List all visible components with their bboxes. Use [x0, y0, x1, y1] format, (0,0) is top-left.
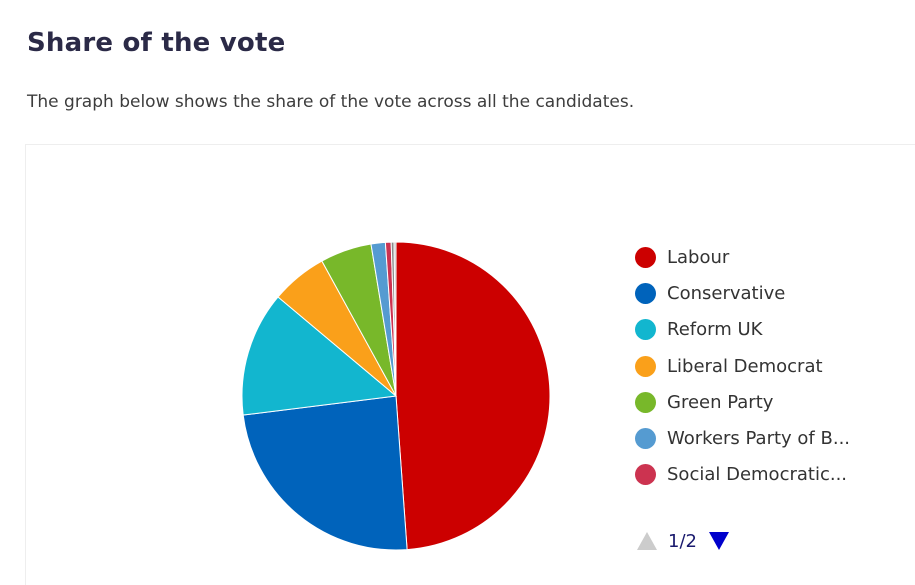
pie-chart — [241, 241, 551, 551]
legend-label: Reform UK — [667, 319, 763, 341]
legend-item[interactable]: Social Democratic... — [635, 457, 915, 493]
legend-swatch — [635, 246, 656, 268]
legend-item[interactable]: Reform UK — [635, 312, 915, 348]
legend-swatch — [635, 428, 656, 450]
legend-swatch — [635, 319, 656, 341]
chart-legend: Labour Conservative Reform UK Liberal Democ… — [635, 239, 915, 493]
legend-label: Workers Party of B... — [667, 428, 851, 450]
legend-item[interactable]: Workers Party of B... — [635, 420, 915, 456]
chart-container: Labour Conservative Reform UK Liberal Democ… — [25, 144, 915, 585]
legend-page-down-button[interactable] — [707, 529, 731, 553]
section-description: The graph below shows the share of the v… — [27, 92, 635, 112]
legend-swatch — [635, 464, 656, 486]
legend-page-up-button[interactable] — [635, 529, 659, 553]
legend-swatch — [635, 391, 656, 413]
legend-label: Liberal Democrat — [667, 355, 823, 377]
legend-page-indicator: 1/2 — [668, 530, 697, 552]
legend-label: Green Party — [667, 391, 774, 413]
legend-item[interactable]: Liberal Democrat — [635, 348, 915, 384]
pie-slice-conservative[interactable] — [242, 395, 408, 551]
triangle-down-icon — [708, 532, 729, 550]
pie-slice-reform-uk[interactable] — [241, 296, 398, 416]
legend-label: Social Democratic... — [667, 464, 848, 486]
legend-item[interactable]: Labour — [635, 239, 915, 275]
legend-pager: 1/2 — [635, 526, 731, 556]
pie-slice-labour[interactable] — [395, 241, 551, 551]
triangle-up-icon — [637, 532, 657, 550]
legend-item[interactable]: Green Party — [635, 384, 915, 420]
legend-label: Labour — [667, 246, 730, 268]
legend-label: Conservative — [667, 282, 786, 304]
pie-slice-other-1[interactable] — [393, 241, 397, 397]
legend-item[interactable]: Conservative — [635, 275, 915, 311]
legend-swatch — [635, 282, 656, 304]
section-title: Share of the vote — [27, 28, 286, 58]
legend-swatch — [635, 355, 656, 377]
